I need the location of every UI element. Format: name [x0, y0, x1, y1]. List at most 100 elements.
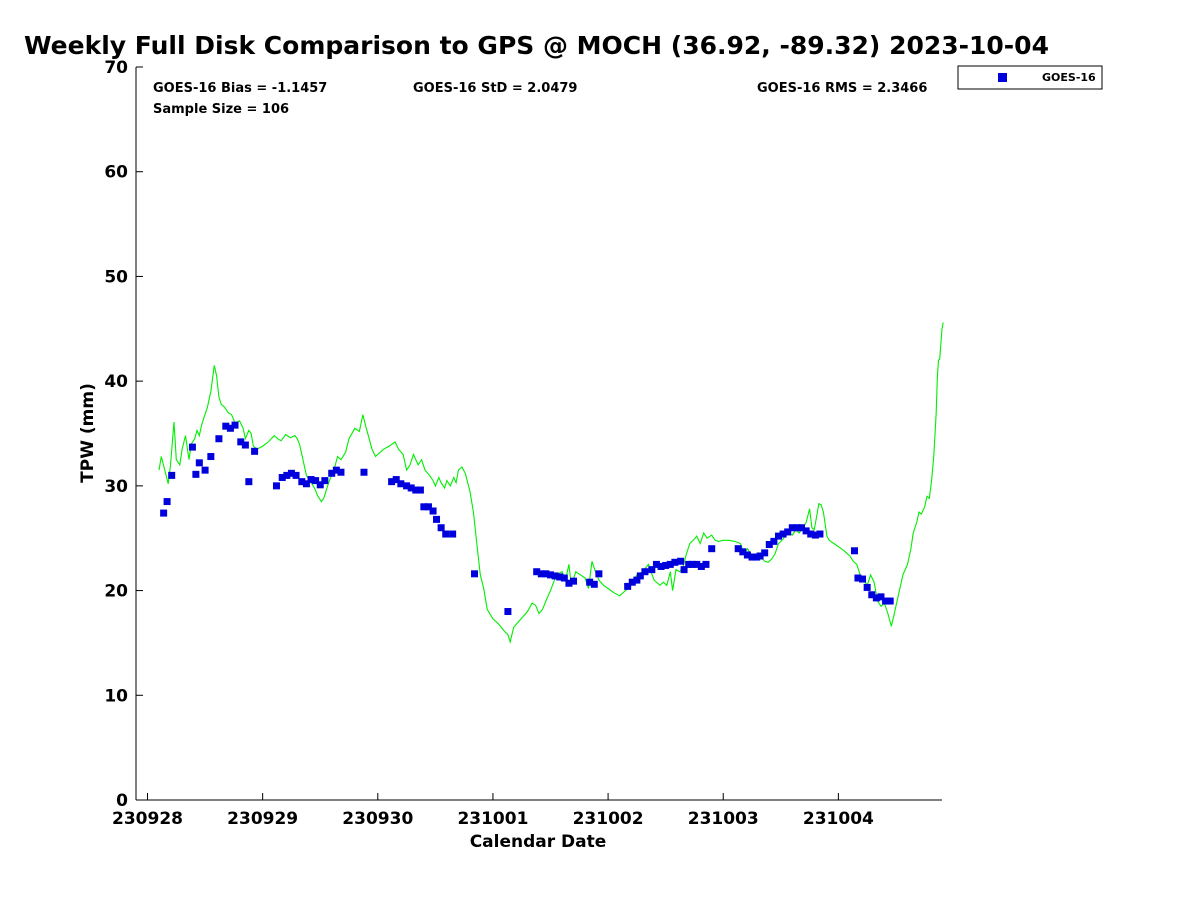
goes16-point: [556, 573, 564, 581]
goes16-point: [761, 549, 769, 557]
rms-stat: GOES-16 RMS = 2.3466: [757, 81, 927, 96]
goes16-point: [648, 566, 656, 574]
goes16-point: [192, 470, 200, 478]
goes16-point: [201, 466, 209, 474]
goes16-point: [677, 557, 685, 565]
y-tick-label: 30: [104, 477, 128, 497]
plot-area: [136, 67, 942, 800]
goes16-point: [388, 478, 396, 486]
goes16-point: [542, 570, 550, 578]
goes16-point: [226, 424, 234, 432]
goes16-point: [332, 466, 340, 474]
goes16-point: [641, 568, 649, 576]
goes16-point: [195, 459, 203, 467]
goes16-point: [756, 552, 764, 560]
y-tick-label: 10: [104, 686, 128, 706]
x-tick-label: 231001: [457, 809, 528, 829]
goes16-point: [222, 422, 230, 430]
goes16-point: [442, 530, 450, 538]
goes16-point: [877, 593, 885, 601]
goes16-point: [437, 524, 445, 532]
goes16-point: [433, 515, 441, 523]
goes16-point: [360, 468, 368, 476]
goes16-point: [188, 443, 196, 451]
goes16-point: [533, 568, 541, 576]
goes16-point: [420, 503, 428, 511]
goes16-point: [237, 438, 245, 446]
goes16-point: [272, 482, 280, 490]
goes16-point: [788, 524, 796, 532]
goes16-point: [215, 435, 223, 443]
goes16-point: [807, 530, 815, 538]
goes16-point: [328, 469, 336, 477]
goes16-point: [551, 572, 559, 580]
goes16-point: [168, 471, 176, 479]
goes16-point: [278, 473, 286, 481]
goes16-point: [403, 482, 411, 490]
goes16-point: [697, 562, 705, 570]
series-gps-line: [158, 322, 944, 644]
y-tick-label: 40: [104, 372, 128, 392]
goes16-point: [811, 531, 819, 539]
goes16-point: [471, 570, 479, 578]
std-stat: GOES-16 StD = 2.0479: [413, 81, 577, 96]
goes16-point: [666, 560, 674, 568]
goes16-point: [693, 560, 701, 568]
goes16-point: [292, 471, 300, 479]
goes16-point: [702, 560, 710, 568]
goes16-point: [743, 551, 751, 559]
goes16-point: [863, 583, 871, 591]
goes16-point: [868, 591, 876, 599]
goes16-point: [302, 480, 310, 488]
goes16-point: [160, 509, 168, 517]
goes16-point: [287, 469, 295, 477]
x-tick-label: 230928: [112, 809, 183, 829]
chart-title: Weekly Full Disk Comparison to GPS @ MOC…: [24, 31, 1049, 60]
bias-stat: GOES-16 Bias = -1.1457: [153, 81, 327, 96]
goes16-point: [662, 561, 670, 569]
goes16-point: [633, 576, 641, 584]
goes16-point: [590, 580, 598, 588]
goes16-point: [586, 578, 594, 586]
goes16-point: [321, 477, 329, 485]
goes16-point: [312, 477, 320, 485]
goes16-point: [872, 594, 880, 602]
goes16-point: [416, 486, 424, 494]
goes16-point: [793, 524, 801, 532]
goes16-point: [407, 484, 415, 492]
x-tick-label: 231002: [573, 809, 644, 829]
y-tick-label: 50: [104, 267, 128, 287]
goes16-point: [708, 545, 716, 553]
goes16-point: [636, 572, 644, 580]
goes16-point: [886, 597, 894, 605]
goes16-point: [774, 532, 782, 540]
goes16-point: [652, 560, 660, 568]
x-axis-label: Calendar Date: [470, 832, 607, 852]
goes16-point: [316, 481, 324, 489]
goes16-point: [397, 480, 405, 488]
legend-marker-goes16: [998, 73, 1007, 82]
x-tick-label: 231003: [688, 809, 759, 829]
goes16-point: [770, 537, 778, 545]
sample-size-stat: Sample Size = 106: [153, 102, 289, 117]
goes16-point: [424, 503, 432, 511]
x-tick-label: 230929: [227, 809, 298, 829]
goes16-point: [245, 478, 253, 486]
goes16-point: [207, 453, 215, 461]
goes16-point: [504, 608, 512, 616]
goes16-point: [734, 545, 742, 553]
goes16-point: [307, 476, 315, 484]
goes16-point: [739, 548, 747, 556]
legend: GOES-16: [957, 65, 1103, 90]
goes16-point: [560, 574, 568, 582]
y-tick-label: 70: [104, 58, 128, 78]
legend-entry-goes16: GOES-16: [1042, 71, 1096, 84]
y-tick-label: 60: [104, 163, 128, 183]
goes16-point: [565, 579, 573, 587]
goes16-point: [784, 528, 792, 536]
goes16-point: [802, 527, 810, 535]
goes16-point: [624, 582, 632, 590]
goes16-point: [547, 571, 555, 579]
goes16-point: [688, 560, 696, 568]
goes16-point: [765, 540, 773, 548]
